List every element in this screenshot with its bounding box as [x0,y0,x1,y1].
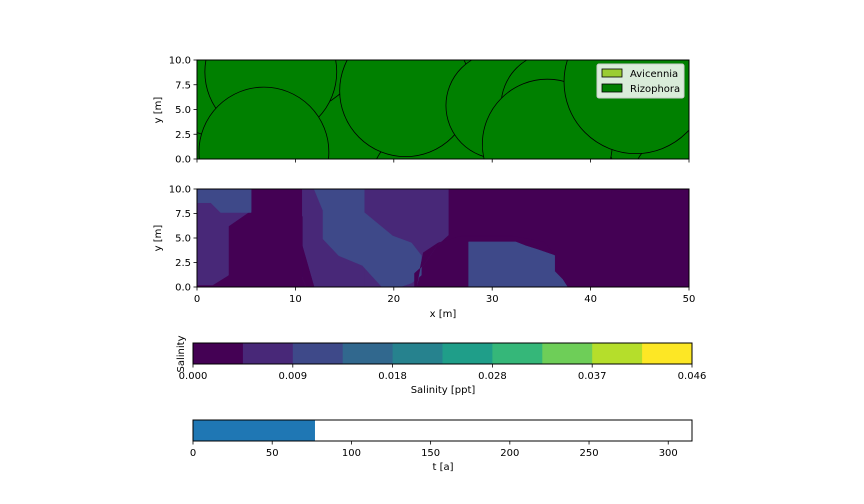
colorbar-cell [342,343,393,364]
y-tick-label: 10.0 [169,56,191,67]
tree-crown-plot: 0.0 2.5 5.0 7.5 10.0 y [m] Avicennia Rizopho… [153,56,690,166]
x-tick-label: 20 [387,294,400,305]
y-tick-label: 10.0 [169,185,191,196]
contour-region [197,189,252,213]
progress-ticks: 0 50 100 150 200 250 300 [190,441,678,459]
colorbar-tick-label: 0.046 [678,371,707,382]
colorbar-cell [242,343,294,364]
y-tick-label: 7.5 [175,80,191,91]
x-tick-label: 50 [683,294,696,305]
tree-plot-y-ticks: 0.0 2.5 5.0 7.5 10.0 [169,56,197,166]
colorbar-tick-label: 0.037 [578,371,607,382]
contour-x-ticks: 0 10 20 30 40 50 [194,287,696,305]
colorbar-tick-label: 0.018 [378,371,407,382]
y-tick-label: 7.5 [175,209,191,220]
legend-swatch-rizophora [601,83,623,93]
colorbar-cell [542,343,593,364]
tree-crowns [197,60,689,159]
colorbar-x-label: Salinity [ppt] [411,385,476,396]
colorbar-tick-label: 0.009 [278,371,307,382]
progress-tick-label: 100 [342,448,361,459]
colorbar-cell [592,343,643,364]
x-tick-label: 40 [584,294,597,305]
colorbar-cell [442,343,493,364]
colorbar-cell [642,343,693,364]
y-tick-label: 2.5 [175,258,191,269]
colorbar-tick-label: 0.000 [179,371,208,382]
colorbar-ticks: 0.000 0.009 0.018 0.028 0.037 0.046 [179,364,707,382]
colorbar-cell [492,343,543,364]
contour-y-ticks: 0.0 2.5 5.0 7.5 10.0 [169,185,197,294]
colorbar-cell [193,343,244,364]
legend-label-avicennia: Avicennia [630,69,678,80]
y-tick-label: 0.0 [175,283,191,294]
legend-swatch-avicennia [601,68,623,78]
progress-fill [193,420,315,441]
contour-regions [197,189,689,287]
progress-x-label: t [a] [432,462,453,473]
time-progress: 0 50 100 150 200 250 300 t [a] [190,419,693,473]
x-tick-label: 30 [486,294,499,305]
colorbar-cell [392,343,443,364]
colorbar-tick-label: 0.028 [478,371,507,382]
progress-tick-label: 300 [659,448,678,459]
x-tick-label: 10 [289,294,302,305]
y-tick-label: 5.0 [175,105,191,116]
y-tick-label: 0.0 [175,155,191,166]
progress-tick-label: 150 [421,448,440,459]
contour-x-label: x [m] [430,309,457,320]
salinity-colorbar: 0.000 0.009 0.018 0.028 0.037 0.046 Salinity … [176,335,706,396]
y-tick-label: 5.0 [175,234,191,245]
progress-tick-label: 0 [190,448,196,459]
tree-crown [198,86,330,159]
contour-region [302,216,315,287]
y-tick-label: 2.5 [175,130,191,141]
contour-region [414,189,689,287]
colorbar-title: Salinity [176,335,187,372]
tree-plot-y-label: y [m] [153,97,164,124]
colorbar-cell [292,343,344,364]
tree-legend: Avicennia Rizophora [596,63,685,99]
x-tick-label: 0 [194,294,200,305]
progress-tick-label: 250 [579,448,598,459]
contour-y-label: y [m] [153,225,164,252]
salinity-contour-plot: 0.0 2.5 5.0 7.5 10.0 0 10 20 30 40 50 x [m] y [m] [153,185,695,321]
legend-label-rizophora: Rizophora [630,84,680,95]
progress-tick-label: 200 [500,448,519,459]
colorbar-cells [193,343,693,364]
progress-frame [192,419,693,442]
colorbar-frame [192,342,693,365]
progress-tick-label: 50 [266,448,279,459]
contour-region [313,189,422,287]
tree-plot-x-ticks [196,159,690,163]
